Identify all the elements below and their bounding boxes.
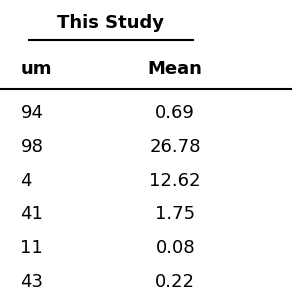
Text: 0.69: 0.69 xyxy=(155,104,195,122)
Text: 12.62: 12.62 xyxy=(150,172,201,190)
Text: 11: 11 xyxy=(20,239,43,257)
Text: 0.22: 0.22 xyxy=(155,273,195,291)
Text: 43: 43 xyxy=(20,273,44,291)
Text: 41: 41 xyxy=(20,206,43,223)
Text: 26.78: 26.78 xyxy=(150,138,201,156)
Text: 4: 4 xyxy=(20,172,32,190)
Text: 98: 98 xyxy=(20,138,43,156)
Text: Mean: Mean xyxy=(148,60,203,78)
Text: um: um xyxy=(20,60,52,78)
Text: 1.75: 1.75 xyxy=(155,206,195,223)
Text: 0.08: 0.08 xyxy=(155,239,195,257)
Text: This Study: This Study xyxy=(58,14,164,32)
Text: 94: 94 xyxy=(20,104,44,122)
